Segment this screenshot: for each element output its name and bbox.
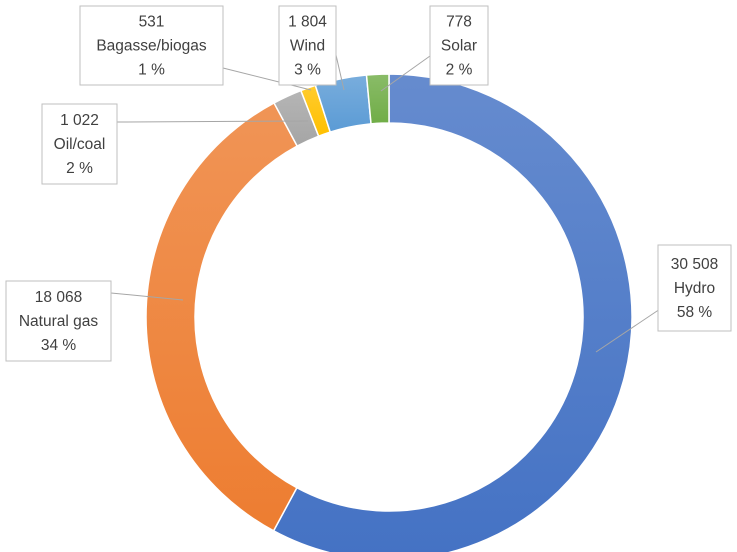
data-label-bagasse-biogas: 531 Bagasse/biogas 1 % [79, 5, 224, 86]
slice-hydro [272, 73, 633, 552]
data-label-value: 1 804 [288, 14, 327, 31]
data-label-value: 778 [446, 14, 472, 31]
data-label-percent: 1 % [138, 62, 165, 79]
data-label-solar: 778 Solar 2 % [429, 5, 489, 86]
data-label-value: 531 [139, 14, 165, 31]
data-label-percent: 3 % [294, 62, 321, 79]
data-label-natural-gas: 18 068 Natural gas 34 % [5, 280, 112, 362]
data-label-box [41, 103, 118, 185]
data-label-percent: 2 % [446, 62, 473, 79]
data-label-box [5, 280, 112, 362]
leader-line [116, 120, 309, 123]
data-label-category: Solar [441, 38, 477, 55]
data-label-category: Oil/coal [54, 136, 106, 153]
data-labels-group: 30 508 Hydro 58 % 18 068 Natural gas 34 % 1 02… [5, 5, 732, 362]
data-label-box [278, 5, 337, 86]
slices-group [145, 73, 633, 552]
data-label-category: Bagasse/biogas [96, 38, 207, 55]
leader-line [222, 67, 312, 91]
data-label-value: 18 068 [35, 289, 82, 306]
data-label-oil-coal: 1 022 Oil/coal 2 % [41, 103, 118, 185]
data-label-percent: 2 % [66, 160, 93, 177]
data-label-category: Hydro [674, 280, 715, 297]
data-label-box [429, 5, 489, 86]
leader-line [110, 292, 184, 301]
data-label-percent: 34 % [41, 337, 77, 354]
slice-natural-gas [145, 101, 299, 532]
leader-line [595, 304, 667, 353]
data-label-box [79, 5, 224, 86]
data-label-value: 30 508 [671, 256, 718, 273]
slice-solar [365, 73, 390, 125]
data-label-wind: 1 804 Wind 3 % [278, 5, 337, 86]
data-label-box [657, 244, 732, 332]
data-label-category: Natural gas [19, 313, 99, 330]
leader-line [335, 54, 345, 91]
data-label-percent: 58 % [677, 304, 713, 321]
data-label-category: Wind [290, 38, 325, 55]
data-label-hydro: 30 508 Hydro 58 % [657, 244, 732, 332]
leader-line [380, 55, 431, 92]
leader-lines-group [110, 54, 667, 353]
data-label-value: 1 022 [60, 112, 99, 129]
